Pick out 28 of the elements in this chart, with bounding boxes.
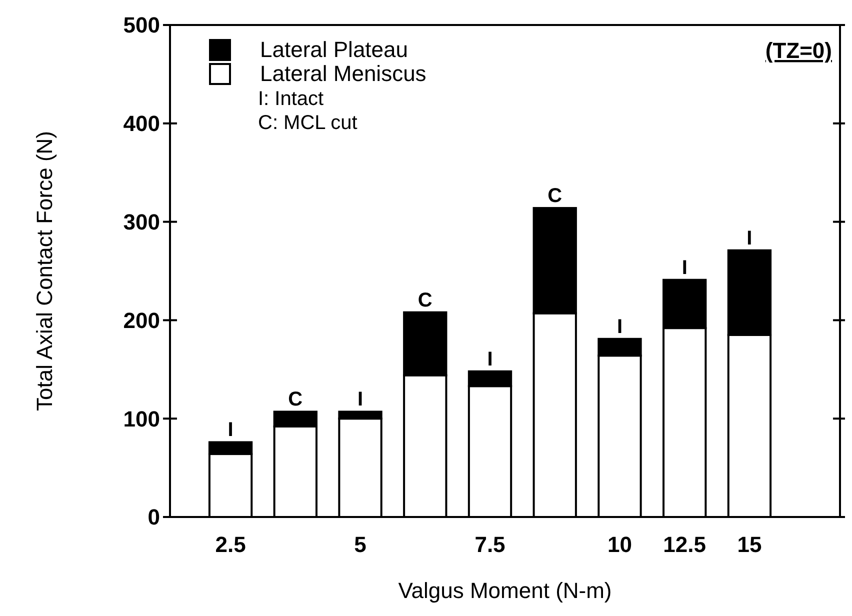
data-label: I <box>746 227 752 250</box>
data-label: I <box>228 419 234 442</box>
annotation: I: Intact <box>258 88 324 110</box>
y-tick-label: 100 <box>123 406 160 432</box>
data-label: I <box>357 388 364 411</box>
y-tick-label: 400 <box>123 111 160 136</box>
x-tick-label: 5 <box>354 532 366 557</box>
y-tick-label: 0 <box>148 504 160 530</box>
annotation: C: MCL cut <box>258 112 358 134</box>
x-tick-label: 15 <box>737 532 762 557</box>
legend-label: Lateral Plateau <box>260 37 408 62</box>
legend-label: Lateral Meniscus <box>260 61 426 86</box>
x-tick-label: 10 <box>607 532 632 557</box>
data-label: C <box>548 185 562 208</box>
data-label: C <box>418 289 432 312</box>
x-axis-title: Valgus Moment (N-m) <box>398 578 612 603</box>
data-label: I <box>682 256 688 279</box>
y-axis-title: Total Axial Contact Force (N) <box>32 131 57 411</box>
x-tick-label: 2.5 <box>215 532 246 557</box>
data-label: C <box>288 388 303 411</box>
annotation: (TZ=0) <box>765 38 832 63</box>
x-tick-label: 7.5 <box>474 532 506 557</box>
data-label: I <box>616 316 623 338</box>
data-label: I <box>487 348 493 370</box>
x-tick-label: 12.5 <box>663 532 706 557</box>
y-tick-label: 300 <box>123 210 160 234</box>
y-tick-label: 200 <box>123 308 160 333</box>
y-tick-label: 500 <box>123 12 160 38</box>
